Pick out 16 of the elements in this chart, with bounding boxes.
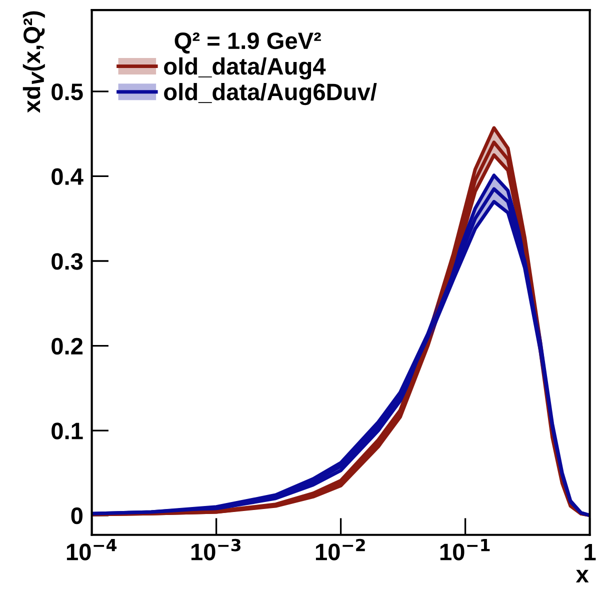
legend-label: old_data/Aug4 xyxy=(164,57,326,80)
x-tick-label: 10$^{−4}$ xyxy=(66,539,117,560)
legend-title: Q² = 1.9 GeV² xyxy=(174,32,321,54)
y-tick-label: 0.5 xyxy=(52,84,83,100)
y-tick-label: 0 xyxy=(71,507,82,524)
y-tick-label: 0.1 xyxy=(52,422,83,440)
x-tick-label: 10$^{−2}$ xyxy=(316,538,365,560)
x-axis-title: x xyxy=(576,570,589,582)
y-tick-label: 0.4 xyxy=(52,168,84,186)
x-tick-label: 10$^{−1}$ xyxy=(440,539,490,560)
legend-label: old_data/Aug6Duv/ xyxy=(164,83,377,106)
y-tick-label: 0.2 xyxy=(52,338,83,355)
x-tick-label: 1 xyxy=(584,544,596,560)
y-tick-label: 0.3 xyxy=(52,253,83,270)
x-tick-label: 10$^{−3}$ xyxy=(191,538,240,560)
y-axis-title: xd$_{V}$(x,Q²) xyxy=(22,11,45,113)
